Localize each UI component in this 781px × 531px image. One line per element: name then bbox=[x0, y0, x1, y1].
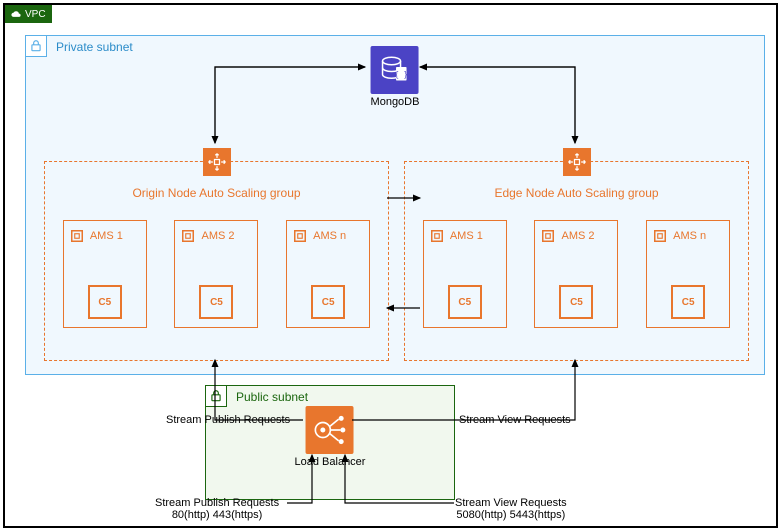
instance-type: C5 bbox=[671, 285, 705, 319]
instance-type: C5 bbox=[448, 285, 482, 319]
private-subnet: Private subnet { } MongoDB bbox=[25, 35, 765, 375]
origin-asg-label: Origin Node Auto Scaling group bbox=[45, 186, 388, 200]
public-subnet: Public subnet Load Balancer bbox=[205, 385, 455, 500]
instance-type: C5 bbox=[199, 285, 233, 319]
public-subnet-title: Public subnet bbox=[236, 390, 308, 404]
stream-publish-label: Stream Publish Requests bbox=[166, 414, 290, 426]
autoscaling-icon bbox=[563, 148, 591, 176]
load-balancer-node: Load Balancer bbox=[295, 406, 366, 468]
mongodb-node: { } MongoDB bbox=[371, 46, 420, 108]
origin-asg: Origin Node Auto Scaling group AMS 1 C5 … bbox=[44, 161, 389, 361]
edge-asg-label: Edge Node Auto Scaling group bbox=[405, 186, 748, 200]
edge-asg: Edge Node Auto Scaling group AMS 1 C5 AM… bbox=[404, 161, 749, 361]
ams-label: AMS n bbox=[673, 230, 706, 242]
vpc-container: VPC Private subnet { } bbox=[3, 3, 778, 528]
ams-instance: AMS n C5 bbox=[286, 220, 370, 328]
autoscaling-icon bbox=[203, 148, 231, 176]
load-balancer-icon bbox=[306, 406, 354, 454]
private-subnet-title: Private subnet bbox=[56, 40, 133, 54]
ams-label: AMS 2 bbox=[561, 230, 594, 242]
instance-icon bbox=[291, 227, 309, 245]
instance-icon bbox=[651, 227, 669, 245]
svg-text:{ }: { } bbox=[395, 70, 409, 79]
ams-instance: AMS 1 C5 bbox=[423, 220, 507, 328]
ams-instance: AMS 2 C5 bbox=[174, 220, 258, 328]
cloud-icon bbox=[11, 9, 21, 19]
database-icon: { } bbox=[371, 46, 419, 94]
diagram-canvas: VPC Private subnet { } bbox=[0, 0, 781, 531]
vpc-label: VPC bbox=[5, 5, 52, 23]
instance-icon bbox=[428, 227, 446, 245]
edge-ams-row: AMS 1 C5 AMS 2 C5 AMS bbox=[405, 220, 748, 328]
stream-view-label: Stream View Requests bbox=[459, 414, 571, 426]
ams-label: AMS 2 bbox=[201, 230, 234, 242]
ams-label: AMS 1 bbox=[90, 230, 123, 242]
lock-icon bbox=[209, 389, 223, 403]
origin-ams-row: AMS 1 C5 AMS 2 C5 AMS bbox=[45, 220, 388, 328]
vpc-label-text: VPC bbox=[25, 9, 46, 20]
ams-label: AMS n bbox=[313, 230, 346, 242]
mongodb-label: MongoDB bbox=[371, 96, 420, 108]
ams-instance: AMS 1 C5 bbox=[63, 220, 147, 328]
instance-type: C5 bbox=[559, 285, 593, 319]
instance-icon bbox=[179, 227, 197, 245]
instance-icon bbox=[68, 227, 86, 245]
load-balancer-label: Load Balancer bbox=[295, 456, 366, 468]
ams-label: AMS 1 bbox=[450, 230, 483, 242]
instance-type: C5 bbox=[88, 285, 122, 319]
private-subnet-badge bbox=[25, 35, 47, 57]
publish-ports-label: Stream Publish Requests 80(http) 443(htt… bbox=[155, 497, 279, 521]
view-ports-label: Stream View Requests 5080(http) 5443(htt… bbox=[455, 497, 567, 521]
ams-instance: AMS n C5 bbox=[646, 220, 730, 328]
public-subnet-badge bbox=[205, 385, 227, 407]
instance-type: C5 bbox=[311, 285, 345, 319]
instance-icon bbox=[539, 227, 557, 245]
lock-icon bbox=[29, 39, 43, 53]
ams-instance: AMS 2 C5 bbox=[534, 220, 618, 328]
